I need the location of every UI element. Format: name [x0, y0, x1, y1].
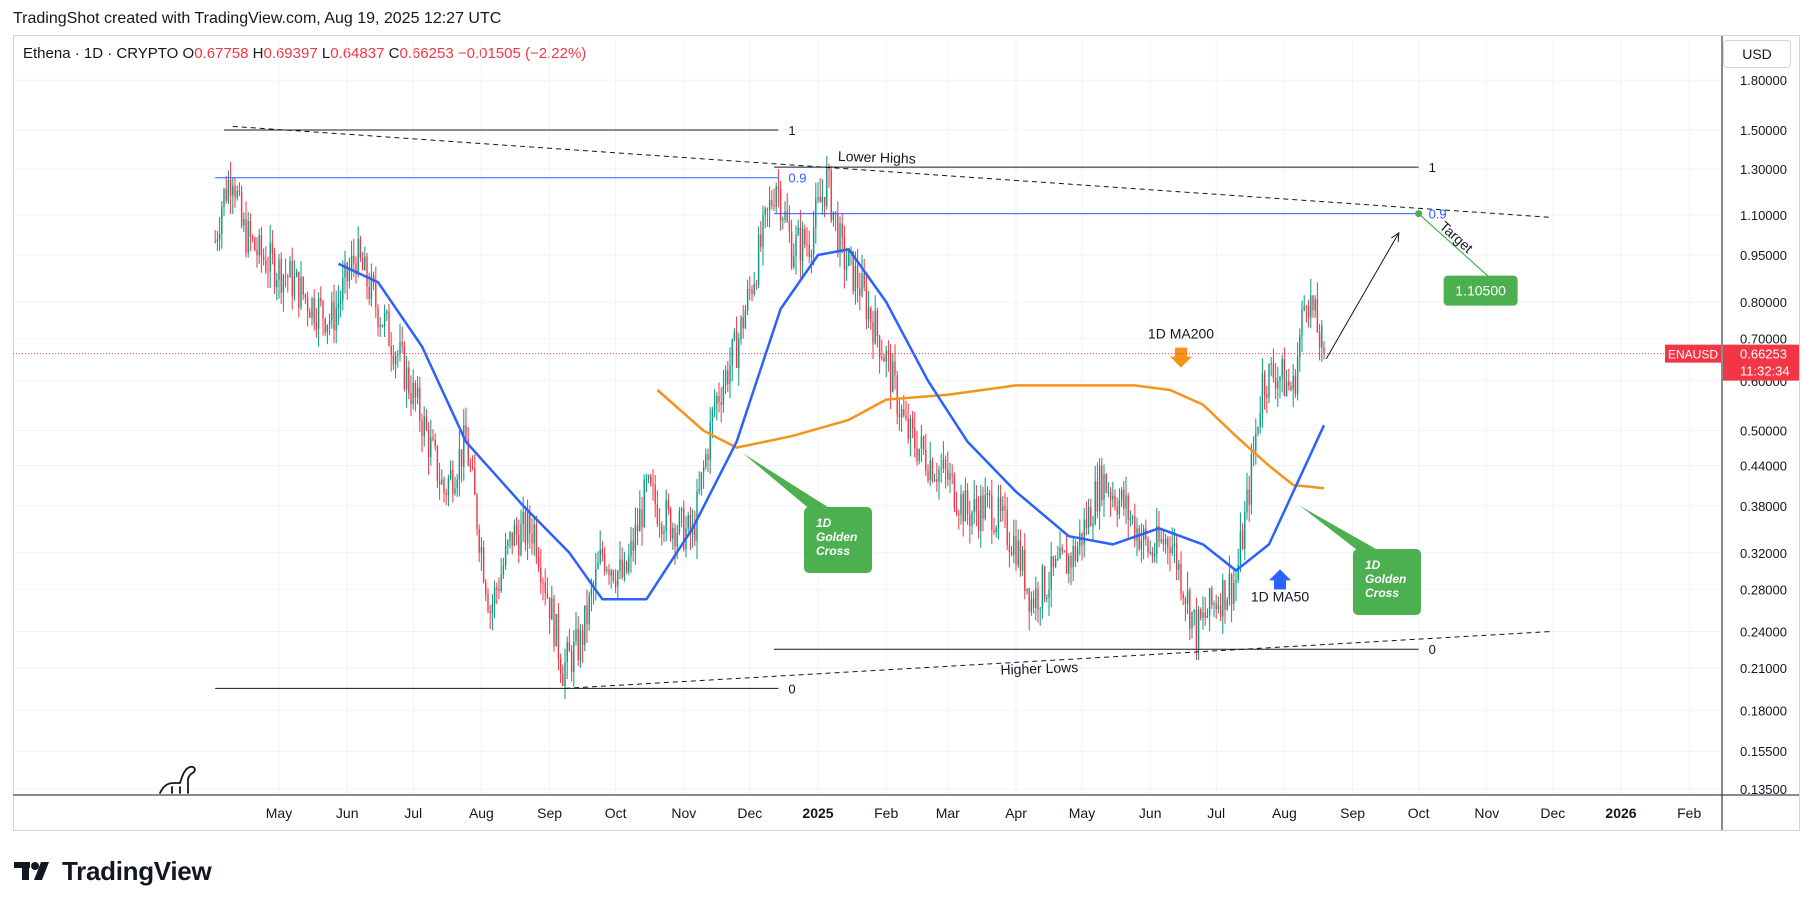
open-label: O	[182, 45, 195, 62]
change-value: −0.01505 (−2.22%)	[457, 45, 587, 62]
ohlc-legend: Ethena · 1D · CRYPTO O0.67758 H0.69397 L…	[23, 45, 586, 62]
tradingview-logo: TradingView	[14, 854, 212, 888]
low-value: 0.64837	[330, 45, 385, 62]
chart-frame	[13, 35, 1800, 831]
chart-caption: TradingShot created with TradingView.com…	[13, 10, 502, 27]
currency-selector[interactable]: USD	[1723, 40, 1791, 68]
open-value: 0.67758	[194, 45, 249, 62]
close-value: 0.66253	[399, 45, 454, 62]
symbol-label[interactable]: Ethena · 1D · CRYPTO	[23, 45, 179, 62]
tradingview-logo-icon	[14, 862, 49, 880]
close-label: C	[388, 45, 400, 62]
high-label: H	[252, 45, 264, 62]
low-label: L	[321, 45, 331, 62]
high-value: 0.69397	[263, 45, 318, 62]
